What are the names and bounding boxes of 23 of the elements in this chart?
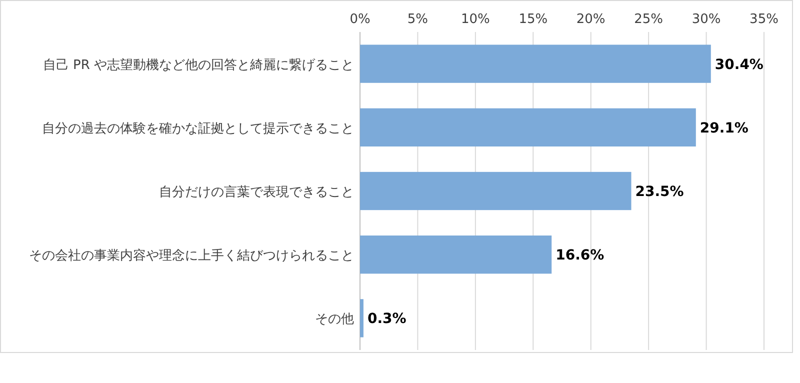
data-label: 29.1% [700,120,748,136]
data-label: 16.6% [556,248,604,264]
data-label: 23.5% [635,184,684,200]
x-tick-label: 10% [460,12,490,27]
data-label: 0.3% [367,311,406,328]
data-label: 30.4% [714,56,764,73]
x-tick-label: 25% [634,12,664,27]
x-tick-label: 35% [750,12,778,27]
bar [360,299,364,338]
y-tick-label: 自分の過去の体験を確かな証拠として提示できること [42,121,354,136]
x-tick-label: 0% [350,12,370,27]
x-tick-label: 15% [518,12,548,27]
y-tick-label: その会社の事業内容や理念に上手く結びつけられること [29,248,354,264]
y-tick-label: 自分だけの言葉で表現できること [159,184,354,200]
y-tick-label: その他 [315,312,354,328]
x-tick-label: 30% [692,12,721,27]
bar [360,236,552,274]
y-tick-label: 自己 PR や志望動機など他の回答と綺麗に繋げること [42,58,354,73]
x-tick-label: 5% [407,12,428,27]
x-tick-label: 20% [576,12,606,27]
bar [360,108,696,146]
bar [360,172,632,210]
bar [360,44,711,83]
